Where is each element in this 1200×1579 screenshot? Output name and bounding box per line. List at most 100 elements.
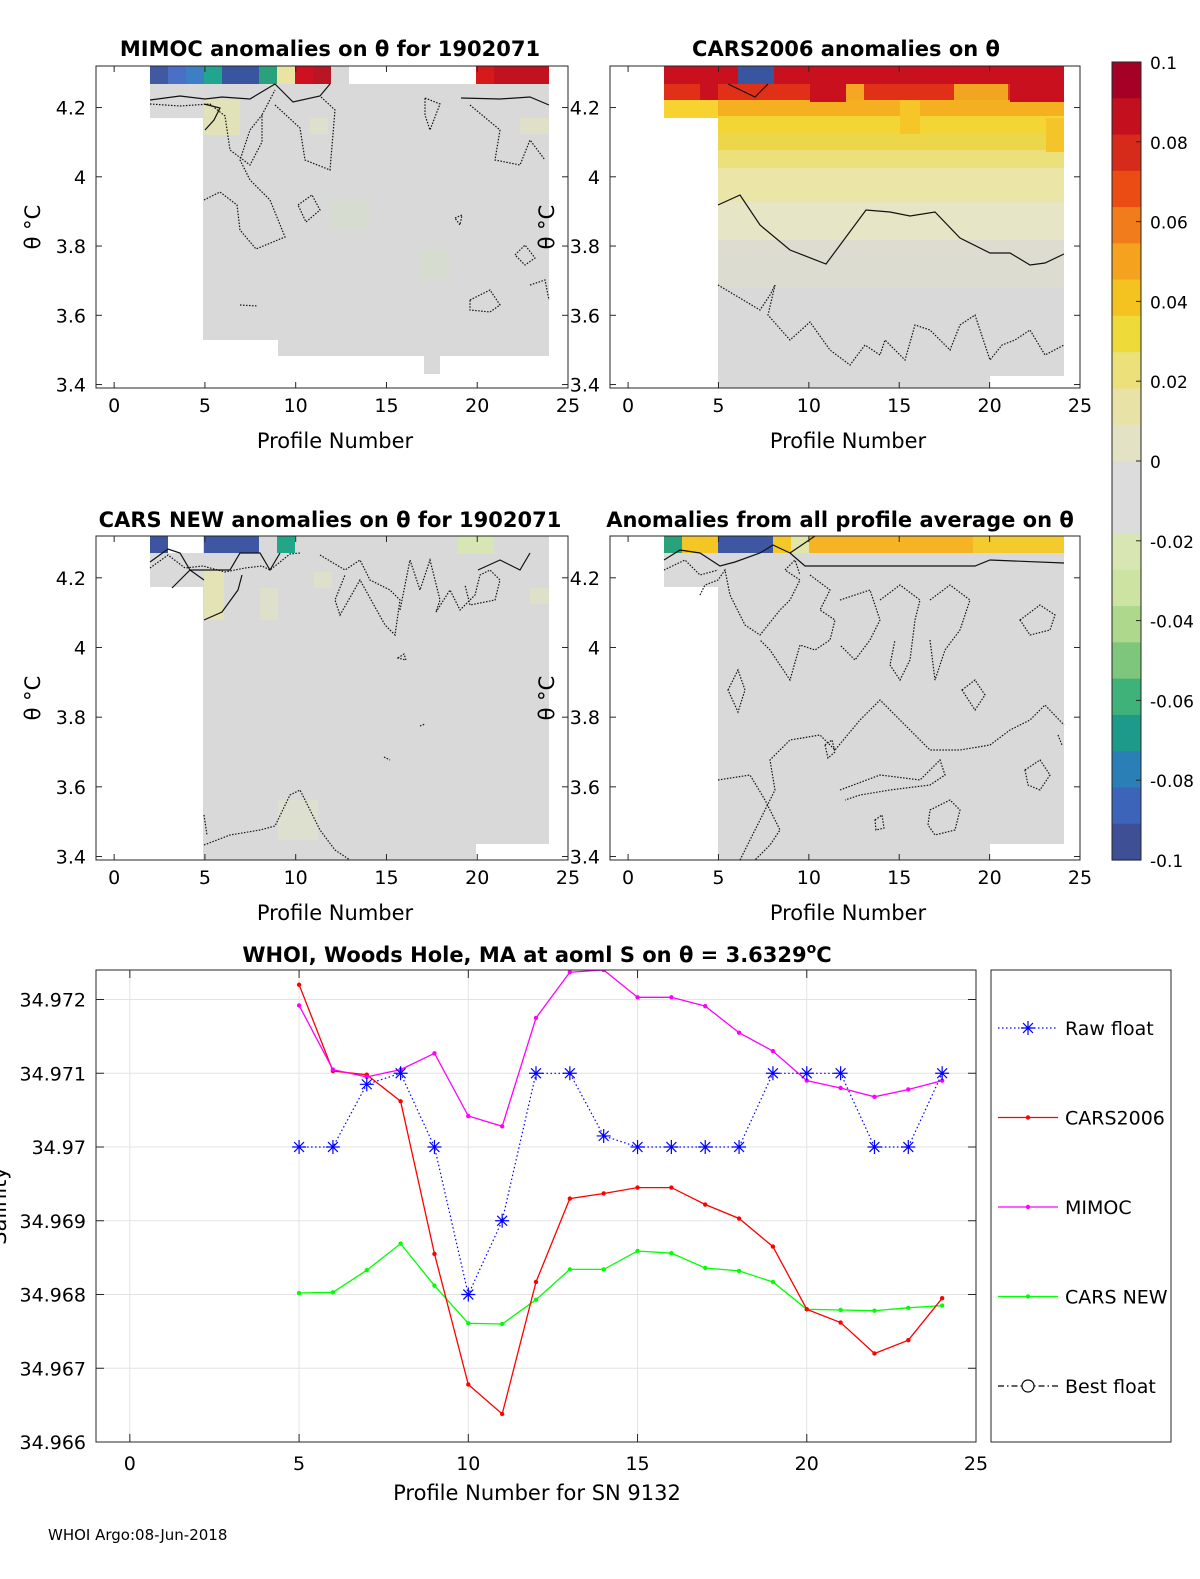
raw-float-point bbox=[799, 1066, 814, 1081]
x-tick-label: 10 bbox=[284, 867, 308, 889]
data-point bbox=[635, 995, 640, 1000]
y-axis-label: θ °C bbox=[535, 676, 559, 721]
contours bbox=[149, 83, 550, 131]
y-tick-label: 4 bbox=[588, 167, 600, 189]
y-tick-label: 4 bbox=[588, 637, 600, 659]
colorbar-segment bbox=[1112, 207, 1141, 244]
y-tick-label: 3.6 bbox=[570, 305, 600, 327]
panel-all-profile-average: Anomalies from all profile average on θ bbox=[535, 508, 1092, 925]
y-tick-label: 3.4 bbox=[56, 847, 86, 869]
x-tick-label: 15 bbox=[374, 867, 398, 889]
data-point bbox=[533, 1279, 539, 1285]
colorbar-segment bbox=[1112, 352, 1141, 390]
colorbar-tick-label: 0.08 bbox=[1150, 134, 1188, 154]
data-point bbox=[906, 1087, 911, 1092]
data-point bbox=[939, 1078, 945, 1083]
x-tick-label: 15 bbox=[625, 1453, 649, 1475]
colorbar-segment bbox=[1112, 134, 1141, 172]
colorbar-segment bbox=[1112, 714, 1141, 752]
data-point bbox=[838, 1320, 843, 1325]
data-point bbox=[770, 1279, 776, 1285]
raw-float-point bbox=[1021, 1021, 1035, 1035]
x-axis-label: Profile Number bbox=[770, 429, 927, 453]
colorbar-segment bbox=[1112, 533, 1141, 571]
dotted-contours bbox=[717, 284, 1065, 366]
panel-cars-new: CARS NEW anomalies on θ for 1902071 bbox=[21, 508, 580, 925]
colorbar-segment bbox=[1112, 642, 1141, 680]
data-point bbox=[567, 1267, 573, 1272]
x-tick-label: 5 bbox=[712, 395, 724, 417]
raw-float-point bbox=[461, 1287, 476, 1302]
series-line bbox=[298, 984, 943, 1416]
chart-title: WHOI, Woods Hole, MA at aoml S on θ = 3.… bbox=[242, 941, 831, 967]
data-point bbox=[939, 1295, 945, 1301]
legend-label: CARS2006 bbox=[1065, 1108, 1165, 1130]
data-point bbox=[736, 1216, 742, 1221]
raw-float-point bbox=[867, 1140, 882, 1154]
data-point bbox=[601, 1191, 606, 1196]
colorbar-tick-label: 0 bbox=[1150, 453, 1161, 473]
panel-title: Anomalies from all profile average on θ bbox=[606, 508, 1074, 532]
legend-marker bbox=[1021, 1379, 1035, 1393]
x-tick-label: 5 bbox=[293, 1453, 305, 1475]
x-tick-label: 25 bbox=[556, 867, 580, 889]
colorbar-segments bbox=[1112, 62, 1141, 861]
y-tick-label: 34.972 bbox=[20, 990, 86, 1012]
colorbar-tick-label: 0.1 bbox=[1150, 54, 1177, 74]
colorbar-segment bbox=[1112, 569, 1141, 607]
x-tick-label: 0 bbox=[124, 1453, 136, 1475]
panel-mimoc: MIMOC anomalies on θ for 1902071 bbox=[21, 37, 580, 453]
colorbar-segment bbox=[1112, 98, 1141, 136]
data-point bbox=[872, 1351, 877, 1356]
colorbar-tick-label: 0.04 bbox=[1150, 293, 1188, 313]
contours bbox=[149, 548, 531, 621]
colorbar-tick-label: -0.02 bbox=[1150, 533, 1194, 553]
x-tick-label: 10 bbox=[797, 867, 821, 889]
y-tick-label: 3.4 bbox=[570, 375, 600, 397]
x-tick-label: 20 bbox=[978, 395, 1002, 417]
series-line bbox=[299, 1072, 943, 1297]
x-tick-label: 15 bbox=[374, 395, 398, 417]
y-tick-label: 4.2 bbox=[570, 98, 600, 120]
y-tick-label: 3.8 bbox=[56, 707, 86, 729]
raw-float-point bbox=[596, 1128, 611, 1143]
legend-marker bbox=[1025, 1115, 1031, 1120]
dotted-contours bbox=[149, 89, 550, 313]
data-point bbox=[703, 1202, 708, 1207]
y-axis-label: Salinity bbox=[0, 1167, 11, 1245]
raw-float-point bbox=[562, 1066, 577, 1081]
data-point bbox=[770, 1244, 776, 1249]
data-point bbox=[533, 1297, 539, 1302]
y-axis-label: θ °C bbox=[535, 205, 559, 250]
x-tick-label: 0 bbox=[108, 395, 120, 417]
heatmap-cells bbox=[150, 66, 549, 374]
x-axis-label: Profile Number bbox=[257, 429, 414, 453]
raw-float-point bbox=[664, 1140, 679, 1154]
data-point bbox=[838, 1085, 843, 1091]
data-point bbox=[770, 1048, 776, 1054]
colorbar-segment bbox=[1112, 424, 1141, 462]
data-point bbox=[567, 970, 573, 975]
colorbar-segment bbox=[1112, 315, 1141, 353]
panel-title: CARS NEW anomalies on θ for 1902071 bbox=[99, 508, 562, 532]
data-point bbox=[296, 982, 302, 987]
data-point bbox=[635, 1248, 640, 1254]
contours bbox=[717, 83, 1065, 266]
data-point bbox=[939, 1303, 945, 1308]
y-tick-label: 3.4 bbox=[570, 847, 600, 869]
x-tick-label: 10 bbox=[284, 395, 308, 417]
legend-marker bbox=[1025, 1204, 1031, 1210]
x-tick-label: 15 bbox=[887, 867, 911, 889]
colorbar-segment bbox=[1112, 170, 1141, 208]
x-axis-label: Profile Number bbox=[770, 901, 927, 925]
data-point bbox=[466, 1382, 471, 1387]
data-point bbox=[330, 1290, 336, 1295]
data-point bbox=[330, 1067, 336, 1072]
x-tick-label: 10 bbox=[456, 1453, 480, 1475]
data-point bbox=[432, 1051, 437, 1056]
dotted-contours bbox=[149, 552, 501, 861]
colorbar-segment bbox=[1112, 243, 1141, 281]
y-tick-label: 3.6 bbox=[56, 777, 86, 799]
x-tick-label: 5 bbox=[199, 395, 211, 417]
